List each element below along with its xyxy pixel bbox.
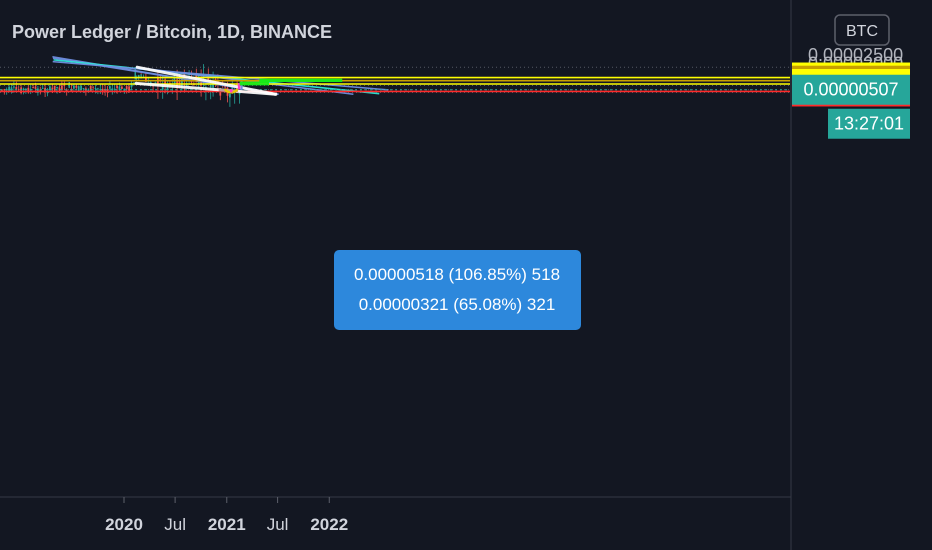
candle-body: [3, 89, 6, 91]
candle-body: [63, 84, 66, 86]
last-price-badge-bg[interactable]: [792, 74, 910, 105]
candle-body: [34, 86, 37, 90]
candle-body: [56, 87, 58, 89]
candle-body: [130, 82, 133, 88]
candle-body: [92, 86, 94, 88]
price-axis[interactable]: 0.000025000.000020000.000015000.00001208…: [791, 0, 932, 550]
x-tick-label-3: Jul: [267, 515, 289, 534]
candle-body: [53, 85, 56, 91]
candle-body: [41, 87, 44, 89]
candle-body: [10, 87, 13, 91]
falling-wedge[interactable]: [134, 65, 278, 96]
currency-button-label: BTC: [846, 23, 878, 40]
candle-body: [113, 88, 116, 90]
candle-body: [37, 88, 39, 93]
candle-body: [25, 88, 27, 90]
candle-body: [77, 86, 80, 91]
candle-body: [8, 86, 10, 91]
candle-body: [137, 75, 140, 78]
currency-button[interactable]: [834, 14, 890, 46]
candle-body: [219, 88, 222, 96]
candle-body: [13, 86, 15, 88]
candle-body: [145, 77, 147, 82]
candle-body: [80, 85, 82, 90]
candle-body: [89, 85, 92, 92]
candle-body: [58, 87, 61, 91]
candle-body: [15, 87, 18, 90]
candle-body: [109, 86, 111, 89]
x-tick-label-0: 2020: [105, 515, 143, 534]
measure-tooltip: 0.00000518 (106.85%) 518 0.00000321 (65.0…: [334, 250, 581, 330]
candle-body: [51, 87, 54, 89]
candle-body: [87, 89, 90, 91]
x-tick-label-2: 2021: [208, 515, 246, 534]
candle-body: [123, 88, 126, 92]
candle-body: [111, 88, 114, 91]
candle-body: [238, 92, 241, 95]
tooltip-box: [334, 250, 581, 330]
countdown-badge-label: 13:27:01: [834, 114, 904, 134]
candle-body: [32, 87, 34, 89]
target-box-2[interactable]: [259, 78, 343, 83]
candle-body: [125, 86, 128, 90]
trend-line-3[interactable]: [52, 60, 389, 91]
candle-body: [49, 86, 51, 91]
candle-body: [157, 77, 159, 87]
x-tick-label-4: 2022: [310, 515, 348, 534]
candle-body: [94, 87, 97, 89]
candle-body: [229, 93, 231, 98]
candle-body: [181, 78, 183, 88]
candle-body: [149, 81, 152, 84]
candle-body: [97, 88, 99, 90]
candle-body: [17, 89, 20, 91]
candle-body: [135, 77, 138, 80]
tooltip-measure-1: 0.00000321 (65.08%) 321: [359, 295, 556, 314]
candle-body: [73, 85, 75, 89]
candle-body: [116, 85, 118, 89]
wedge-line-1[interactable]: [134, 81, 278, 96]
wedge-line-0[interactable]: [135, 65, 277, 96]
x-tick-label-1: Jul: [164, 515, 186, 534]
chart-title: Power Ledger / Bitcoin, 1D, BINANCE: [12, 22, 332, 42]
countdown-badge-bg: [828, 108, 910, 139]
y-tick-label-0: 0.00002500: [808, 45, 903, 65]
cup-pattern[interactable]: [218, 78, 343, 94]
target-box-1[interactable]: [239, 81, 269, 86]
last-price-badge-label: 0.00000507: [803, 80, 898, 100]
candle-body: [27, 87, 30, 93]
candle-body: [164, 79, 166, 85]
candle-body: [209, 82, 212, 88]
tooltip-measure-0: 0.00000518 (106.85%) 518: [354, 265, 560, 284]
candle-body: [161, 84, 164, 90]
candle-body: [207, 76, 210, 81]
candle-body: [82, 88, 85, 90]
candle-body: [128, 86, 130, 91]
candle-body: [46, 92, 49, 94]
candle-body: [39, 89, 42, 93]
candle-body: [101, 88, 104, 93]
time-axis[interactable]: 2020 Jul 2021 Jul 2022: [0, 0, 792, 550]
candle-body: [75, 85, 78, 88]
candle-body: [61, 85, 63, 91]
level-lines[interactable]: [0, 76, 790, 93]
candle-body: [22, 88, 25, 91]
candle-body: [118, 86, 121, 91]
candle-body: [185, 83, 188, 87]
candle-body: [121, 86, 123, 89]
